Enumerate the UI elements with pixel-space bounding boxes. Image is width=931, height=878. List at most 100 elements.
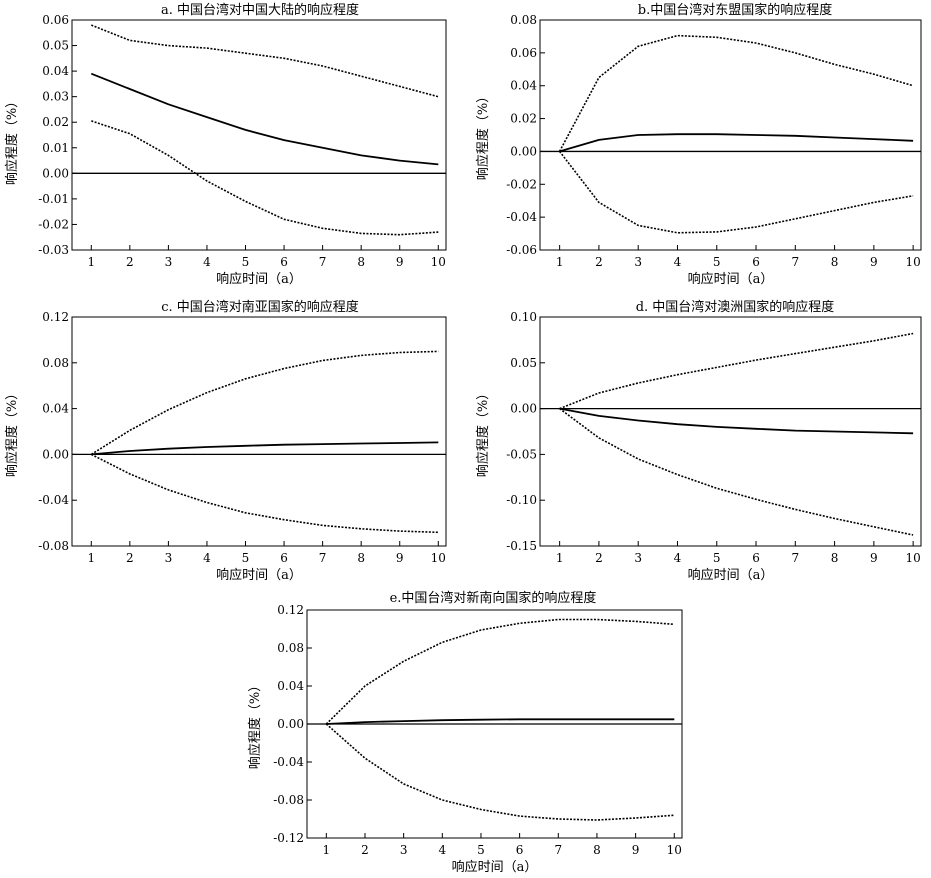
x-tick-label: 3: [165, 255, 173, 269]
y-tick-label: 0.08: [510, 13, 537, 27]
x-tick-label: 7: [319, 551, 327, 565]
plot-frame: [539, 19, 922, 251]
y-tick-label: 0.05: [42, 39, 69, 53]
y-tick-label: 0.02: [42, 115, 69, 129]
series-line-response: [559, 133, 914, 153]
x-tick-label: 8: [593, 843, 601, 857]
series-line-upper-bound: [90, 350, 439, 456]
y-tick-label: -0.03: [38, 243, 69, 257]
series-line-response: [326, 718, 675, 725]
series-line-lower-bound: [325, 723, 675, 821]
plot-frame: [71, 19, 447, 251]
y-tick-label: -0.02: [38, 217, 69, 231]
y-tick-label: -0.10: [506, 493, 537, 507]
y-tick-label: -0.02: [506, 177, 537, 191]
x-tick-label: 8: [357, 255, 365, 269]
y-tick-label: 0.01: [42, 141, 69, 155]
x-tick-label: 4: [203, 551, 211, 565]
y-tick-label: -0.06: [506, 243, 537, 257]
series-line-response: [90, 72, 439, 166]
y-tick-label: 0.04: [42, 402, 69, 416]
x-tick-label: 4: [674, 255, 682, 269]
x-tick-label: 9: [396, 255, 404, 269]
series-line-lower-bound: [559, 407, 914, 536]
y-tick-label: -0.05: [506, 447, 537, 461]
x-tick-label: 5: [242, 255, 250, 269]
x-tick-label: 9: [632, 843, 640, 857]
y-tick-label: -0.04: [38, 493, 69, 507]
chart-title: a. 中国台湾对中国大陆的响应程度: [161, 2, 359, 18]
x-tick-label: 6: [280, 551, 288, 565]
x-tick-label: 7: [791, 255, 799, 269]
x-tick-label: 1: [556, 551, 564, 565]
y-tick-label: -0.12: [273, 831, 304, 845]
x-tick-label: 10: [906, 255, 921, 269]
y-tick-label: 0.08: [42, 356, 69, 370]
x-axis-label: 响应时间（a）: [688, 567, 774, 583]
x-tick-label: 6: [752, 255, 760, 269]
series-line-upper-bound: [325, 618, 675, 725]
x-tick-label: 7: [791, 551, 799, 565]
y-tick-label: -0.04: [273, 755, 304, 769]
x-tick-label: 6: [752, 551, 760, 565]
series-line-upper-bound: [559, 332, 914, 410]
y-tick-label: 0.00: [42, 166, 69, 180]
x-tick-label: 9: [396, 551, 404, 565]
x-tick-label: 4: [203, 255, 211, 269]
y-axis-label: 响应程度（%）: [247, 679, 263, 769]
x-tick-label: 6: [280, 255, 288, 269]
x-tick-label: 8: [357, 551, 365, 565]
x-tick-label: 2: [361, 843, 369, 857]
x-tick-label: 1: [87, 255, 95, 269]
y-tick-label: 0.04: [510, 79, 537, 93]
series-line-upper-bound: [91, 24, 439, 98]
x-axis-label: 响应时间（a）: [216, 567, 302, 583]
chart-panel-e: e.中国台湾对新南向国家的响应程度 0.12 0.08 0.04 0.00 -0.04 -0…: [247, 590, 683, 875]
x-tick-label: 10: [667, 843, 682, 857]
chart-panel-d: d. 中国台湾对澳洲国家的响应程度 0.10 0.05 0.00 -0.05 -0.10 -…: [475, 299, 922, 583]
x-tick-label: 1: [87, 551, 95, 565]
x-tick-label: 9: [870, 551, 878, 565]
y-tick-label: 0.00: [510, 402, 537, 416]
x-axis-label: 响应时间（a）: [216, 271, 302, 287]
chart-title: e.中国台湾对新南向国家的响应程度: [390, 590, 597, 606]
series-line-lower-bound: [558, 150, 914, 234]
plot-frame: [539, 316, 922, 547]
x-tick-label: 10: [431, 255, 446, 269]
chart-title: c. 中国台湾对南亚国家的响应程度: [161, 299, 359, 315]
x-tick-label: 6: [516, 843, 524, 857]
y-tick-label: 0.04: [42, 64, 69, 78]
x-tick-label: 7: [319, 255, 327, 269]
chart-title: b.中国台湾对东盟国家的响应程度: [638, 2, 832, 18]
x-tick-label: 8: [831, 255, 839, 269]
series-line-lower-bound: [90, 453, 439, 534]
series-line-response: [559, 407, 914, 435]
y-tick-label: 0.05: [510, 356, 537, 370]
y-tick-label: 0.00: [510, 144, 537, 158]
x-tick-label: 1: [323, 843, 331, 857]
y-axis-label: 响应程度（%）: [475, 387, 491, 477]
x-tick-label: 10: [431, 551, 446, 565]
x-tick-label: 5: [713, 255, 721, 269]
x-tick-label: 4: [674, 551, 682, 565]
y-tick-label: 0.12: [42, 310, 69, 324]
x-tick-label: 3: [400, 843, 408, 857]
y-tick-label: 0.02: [510, 112, 537, 126]
series-line-lower-bound: [91, 120, 439, 236]
x-tick-label: 5: [713, 551, 721, 565]
x-tick-label: 2: [595, 551, 603, 565]
y-tick-label: 0.00: [42, 447, 69, 461]
chart-title: d. 中国台湾对澳洲国家的响应程度: [636, 299, 835, 315]
y-axis-label: 响应程度（%）: [475, 90, 491, 180]
x-tick-label: 10: [906, 551, 921, 565]
plot-frame: [71, 316, 447, 547]
chart-panel-b: b.中国台湾对东盟国家的响应程度 0.08 0.06 0.04 0.02 0.00 -0.0…: [475, 2, 922, 287]
x-tick-label: 2: [126, 255, 134, 269]
x-tick-label: 3: [634, 255, 642, 269]
x-tick-label: 7: [554, 843, 562, 857]
chart-panel-c: c. 中国台湾对南亚国家的响应程度 0.12 0.08 0.04 0.00 -0.04 -0…: [4, 299, 447, 583]
y-tick-label: 0.04: [277, 679, 304, 693]
y-axis-label: 响应程度（%）: [4, 95, 20, 185]
x-tick-label: 5: [477, 843, 485, 857]
